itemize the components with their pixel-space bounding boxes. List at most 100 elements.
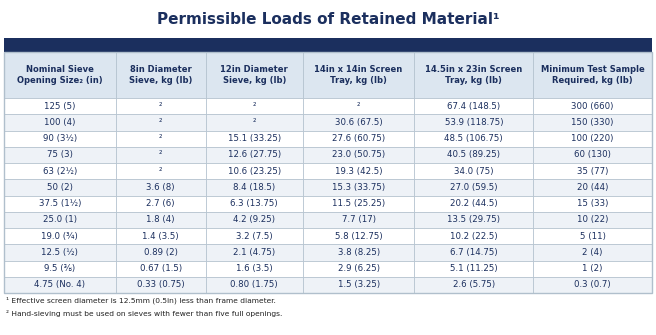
Bar (415, 261, 533, 277)
Bar (303, 147, 415, 163)
Text: 37.5 (1½): 37.5 (1½) (39, 199, 81, 208)
Text: 2.6 (5.75): 2.6 (5.75) (453, 280, 495, 289)
Bar (533, 212, 652, 228)
Text: Minimum Test Sample
Required, kg (lb): Minimum Test Sample Required, kg (lb) (541, 65, 644, 85)
Bar (115, 179, 205, 196)
Text: 27.0 (59.5): 27.0 (59.5) (450, 183, 497, 192)
Bar (4, 261, 115, 277)
Text: 15.3 (33.75): 15.3 (33.75) (332, 183, 385, 192)
Bar (115, 244, 205, 261)
Text: 20.2 (44.5): 20.2 (44.5) (450, 199, 498, 208)
Bar (4, 196, 115, 212)
Bar (533, 261, 652, 277)
Text: 3.6 (8): 3.6 (8) (146, 183, 175, 192)
Text: 63 (2½): 63 (2½) (43, 166, 77, 176)
Text: 23.0 (50.75): 23.0 (50.75) (332, 150, 385, 159)
Bar (533, 244, 652, 261)
Text: 1.6 (3.5): 1.6 (3.5) (236, 264, 272, 273)
Bar (4, 147, 115, 163)
Bar (205, 244, 303, 261)
Bar (533, 196, 652, 212)
Text: 2.7 (6): 2.7 (6) (146, 199, 175, 208)
Text: 35 (77): 35 (77) (577, 166, 608, 176)
Bar (115, 163, 205, 179)
Text: 10.2 (22.5): 10.2 (22.5) (450, 231, 498, 241)
Bar (4, 131, 115, 147)
Bar (115, 114, 205, 131)
Bar (415, 228, 533, 244)
Text: 0.33 (0.75): 0.33 (0.75) (137, 280, 184, 289)
Bar (4, 98, 115, 114)
Text: 300 (660): 300 (660) (571, 102, 614, 111)
Bar (303, 131, 415, 147)
Bar (303, 114, 415, 131)
Bar (4, 52, 652, 293)
Bar (205, 52, 303, 98)
Text: 100 (220): 100 (220) (571, 134, 614, 143)
Text: 1.4 (3.5): 1.4 (3.5) (142, 231, 179, 241)
Text: 19.0 (¾): 19.0 (¾) (41, 231, 78, 241)
Bar (533, 277, 652, 293)
Bar (533, 179, 652, 196)
Bar (415, 114, 533, 131)
Text: Nominal Sieve
Opening Size₂ (in): Nominal Sieve Opening Size₂ (in) (17, 65, 102, 85)
Text: 25.0 (1): 25.0 (1) (43, 215, 77, 224)
Text: 1 (2): 1 (2) (583, 264, 603, 273)
Bar (415, 212, 533, 228)
Bar (303, 179, 415, 196)
Text: 90 (3½): 90 (3½) (43, 134, 77, 143)
Bar (205, 277, 303, 293)
Bar (4, 212, 115, 228)
Bar (205, 114, 303, 131)
Text: 3.2 (7.5): 3.2 (7.5) (236, 231, 272, 241)
Text: 53.9 (118.75): 53.9 (118.75) (445, 118, 503, 127)
Bar (115, 261, 205, 277)
Text: 1.5 (3.25): 1.5 (3.25) (338, 280, 380, 289)
Text: 2.1 (4.75): 2.1 (4.75) (233, 248, 276, 257)
Bar (4, 277, 115, 293)
Text: 12.6 (27.75): 12.6 (27.75) (228, 150, 281, 159)
Bar (205, 212, 303, 228)
Bar (303, 261, 415, 277)
Text: 125 (5): 125 (5) (44, 102, 75, 111)
Bar (415, 52, 533, 98)
Text: 4.2 (9.25): 4.2 (9.25) (233, 215, 276, 224)
Text: ²: ² (357, 102, 360, 111)
Bar (4, 52, 115, 98)
Bar (115, 52, 205, 98)
Text: 50 (2): 50 (2) (47, 183, 73, 192)
Text: 67.4 (148.5): 67.4 (148.5) (447, 102, 501, 111)
Text: 100 (4): 100 (4) (44, 118, 75, 127)
Bar (303, 228, 415, 244)
Text: 5 (11): 5 (11) (580, 231, 605, 241)
Bar (115, 196, 205, 212)
Bar (205, 147, 303, 163)
Bar (205, 163, 303, 179)
Bar (205, 261, 303, 277)
Bar (533, 114, 652, 131)
Text: 4.75 (No. 4): 4.75 (No. 4) (34, 280, 85, 289)
Text: 27.6 (60.75): 27.6 (60.75) (332, 134, 385, 143)
Bar (115, 98, 205, 114)
Text: ²: ² (253, 118, 256, 127)
Text: 2.9 (6.25): 2.9 (6.25) (338, 264, 380, 273)
Text: ²: ² (159, 166, 162, 176)
Text: 60 (130): 60 (130) (574, 150, 611, 159)
Bar (533, 131, 652, 147)
Bar (4, 163, 115, 179)
Text: 19.3 (42.5): 19.3 (42.5) (335, 166, 382, 176)
Text: 14.5in x 23in Screen
Tray, kg (lb): 14.5in x 23in Screen Tray, kg (lb) (425, 65, 522, 85)
Bar (205, 196, 303, 212)
Text: 8.4 (18.5): 8.4 (18.5) (233, 183, 276, 192)
Bar (415, 131, 533, 147)
Text: 15.1 (33.25): 15.1 (33.25) (228, 134, 281, 143)
Text: 10.6 (23.25): 10.6 (23.25) (228, 166, 281, 176)
Bar (205, 179, 303, 196)
Bar (533, 52, 652, 98)
Text: ²: ² (253, 102, 256, 111)
Bar (4, 38, 652, 52)
Text: 13.5 (29.75): 13.5 (29.75) (447, 215, 501, 224)
Bar (4, 179, 115, 196)
Text: 9.5 (⅜): 9.5 (⅜) (44, 264, 75, 273)
Bar (303, 244, 415, 261)
